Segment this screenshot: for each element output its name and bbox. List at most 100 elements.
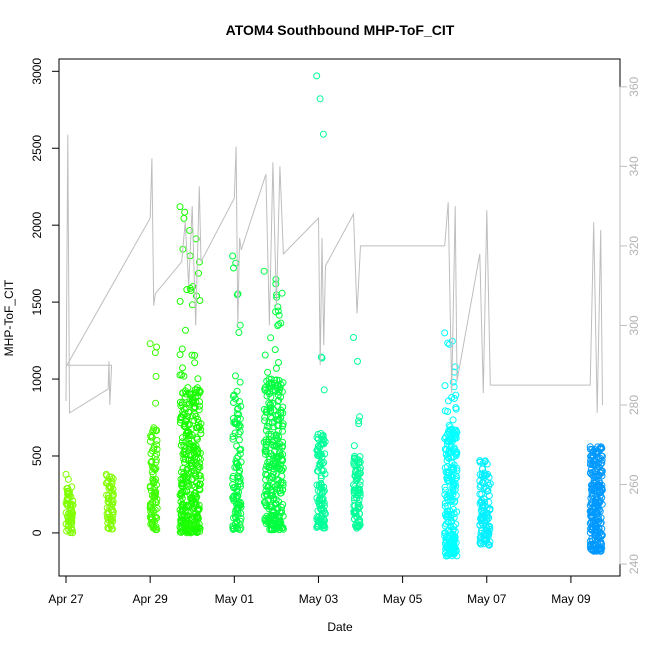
- data-point: [452, 492, 460, 499]
- data-point: [262, 440, 270, 448]
- data-point: [446, 542, 454, 549]
- data-point: [197, 426, 205, 434]
- data-point: [274, 416, 281, 424]
- data-point: [108, 480, 116, 488]
- data-point: [445, 397, 452, 405]
- data-point: [451, 431, 459, 439]
- data-point: [592, 477, 600, 485]
- data-point: [480, 469, 488, 477]
- data-point: [151, 484, 159, 492]
- data-point: [229, 432, 237, 440]
- data-point: [479, 465, 487, 473]
- data-point: [237, 458, 245, 466]
- data-point: [277, 489, 285, 497]
- data-point: [183, 430, 191, 438]
- data-point: [180, 449, 188, 456]
- data-point: [272, 364, 280, 372]
- data-point: [188, 459, 196, 467]
- x-tick-label: May 01: [215, 592, 255, 606]
- data-point: [588, 490, 596, 498]
- data-point: [316, 462, 324, 470]
- data-point: [62, 470, 70, 478]
- data-point: [355, 485, 363, 493]
- data-point: [192, 472, 200, 480]
- data-point: [191, 403, 199, 411]
- data-point: [318, 460, 326, 468]
- data-point: [67, 507, 75, 515]
- x-axis: Apr 27 Apr 29 May 01 May 03 May 05 May 07 May …: [48, 575, 591, 606]
- data-point: [269, 452, 277, 460]
- data-point: [261, 499, 269, 507]
- data-point: [441, 483, 449, 491]
- data-point: [481, 537, 489, 545]
- data-point: [267, 407, 275, 415]
- data-point: [452, 405, 460, 413]
- data-point: [109, 508, 117, 516]
- data-point: [314, 452, 322, 460]
- data-point: [279, 422, 287, 430]
- data-point: [102, 470, 110, 478]
- data-point: [592, 525, 600, 533]
- data-point: [179, 389, 187, 397]
- data-point: [179, 475, 187, 483]
- data-point: [444, 518, 452, 526]
- data-point: [152, 372, 160, 380]
- data-point: [480, 495, 488, 503]
- data-point: [444, 408, 452, 415]
- data-point: [236, 517, 244, 525]
- data-point: [275, 311, 283, 319]
- data-point: [107, 506, 115, 514]
- data-point: [588, 509, 596, 517]
- data-point: [229, 392, 237, 400]
- data-point: [587, 525, 595, 533]
- data-point: [272, 496, 280, 504]
- data-point: [177, 511, 185, 519]
- data-point: [232, 259, 240, 267]
- data-point: [146, 484, 154, 492]
- data-point: [191, 359, 199, 367]
- data-point: [153, 343, 161, 351]
- y-left-tick-label: 2000: [30, 212, 44, 239]
- data-point: [313, 434, 321, 441]
- data-point: [478, 517, 486, 525]
- data-point: [234, 507, 242, 515]
- data-point: [229, 252, 237, 260]
- data-point: [354, 503, 362, 511]
- data-point: [193, 479, 201, 487]
- data-point: [273, 481, 281, 489]
- y-right-tick-label: 300: [627, 315, 641, 335]
- data-point: [589, 547, 597, 555]
- data-point: [236, 428, 244, 436]
- data-point: [236, 474, 244, 482]
- data-point: [273, 520, 281, 528]
- data-point: [316, 443, 324, 451]
- data-point: [235, 436, 243, 444]
- data-point: [149, 463, 156, 471]
- data-point: [275, 359, 282, 366]
- data-point: [451, 544, 459, 551]
- data-point: [277, 406, 285, 414]
- data-point: [277, 507, 285, 515]
- data-point: [267, 430, 275, 438]
- data-point: [356, 510, 364, 518]
- data-point: [598, 544, 606, 552]
- y-right-tick-label: 260: [627, 474, 641, 494]
- data-point: [268, 526, 276, 534]
- data-point: [180, 372, 188, 380]
- data-point: [262, 482, 270, 490]
- y-right-tick-label: 340: [627, 156, 641, 176]
- data-point: [452, 482, 460, 490]
- data-point: [443, 507, 451, 515]
- data-point: [266, 526, 274, 534]
- data-point: [229, 481, 237, 489]
- data-point: [104, 524, 112, 532]
- y-left-tick-label: 0: [30, 529, 44, 536]
- data-point: [352, 522, 359, 530]
- data-point: [477, 536, 485, 544]
- data-point: [195, 258, 203, 266]
- data-point: [230, 399, 237, 406]
- data-point: [196, 463, 204, 471]
- data-point: [480, 472, 488, 480]
- data-point: [64, 490, 72, 497]
- data-point: [260, 492, 268, 500]
